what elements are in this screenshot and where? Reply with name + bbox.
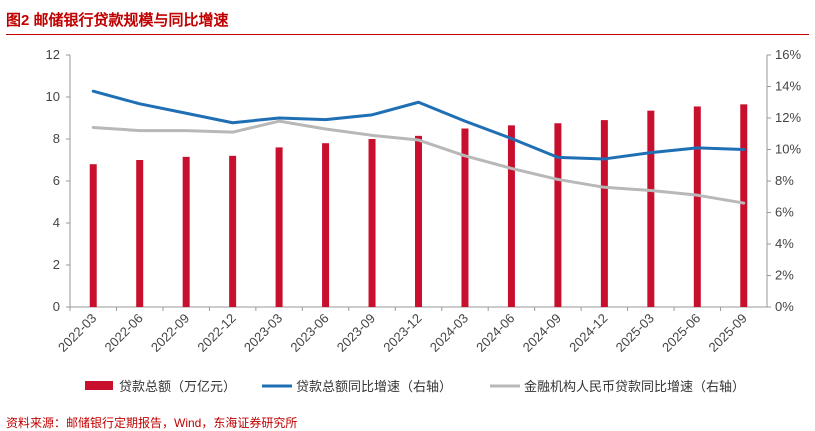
source-note: 资料来源：邮储银行定期报告，Wind，东海证券研究所 (6, 416, 298, 430)
legend-label: 贷款总额同比增速（右轴） (296, 379, 452, 394)
loan-total-bar (136, 160, 144, 307)
loan-total-bar (415, 135, 422, 307)
x-tick-label: 2024-06 (473, 311, 517, 355)
chart-legend: 贷款总额（万亿元） 贷款总额同比增速（右轴） 金融机构人民币贷款同比增速（右轴） (85, 379, 745, 394)
x-tick-label: 2024-12 (566, 311, 610, 355)
left-tick-label: 10 (46, 89, 60, 104)
figure-title: 图2 邮储银行贷款规模与同比增速 (6, 12, 229, 29)
right-tick-label: 12% (775, 110, 801, 125)
loan-total-bar (229, 155, 237, 307)
legend-label: 贷款总额（万亿元） (119, 379, 236, 394)
loan-total-bar (740, 104, 748, 307)
loan-total-bar (647, 110, 655, 308)
legend-swatch-bar (85, 381, 113, 390)
left-tick-label: 8 (53, 131, 60, 146)
x-tick-label: 2025-06 (659, 311, 703, 355)
right-tick-label: 8% (775, 173, 794, 188)
x-tick-label: 2024-09 (520, 311, 564, 355)
x-tick-label: 2022-03 (55, 311, 99, 355)
loan-total-bar (554, 123, 562, 307)
left-tick-label: 12 (46, 47, 60, 62)
bank-loan-growth-line (91, 89, 746, 161)
title-rule (6, 34, 809, 35)
legend-label: 金融机构人民币贷款同比增速（右轴） (524, 379, 745, 394)
loan-total-bar (275, 147, 283, 307)
right-tick-label: 6% (775, 205, 794, 220)
x-tick-label: 2022-09 (148, 311, 192, 355)
loan-total-bar (507, 125, 515, 307)
x-tick-label: 2023-12 (380, 311, 424, 355)
x-tick-label: 2025-09 (706, 311, 750, 355)
right-tick-label: 16% (775, 47, 801, 62)
loan-total-bar (322, 143, 330, 307)
loan-total-bar (368, 139, 376, 307)
left-tick-label: 0 (53, 299, 60, 314)
loan-total-bar (182, 156, 190, 307)
x-tick-label: 2024-03 (427, 311, 471, 355)
right-tick-label: 4% (775, 236, 794, 251)
right-tick-label: 10% (775, 142, 801, 157)
loan-total-bar (600, 120, 608, 307)
loan-total-bar (693, 106, 701, 307)
bar-series (89, 104, 748, 308)
x-tick-label: 2025-03 (613, 311, 657, 355)
x-tick-label: 2023-03 (241, 311, 285, 355)
x-tick-label: 2022-12 (194, 311, 238, 355)
loan-total-bar (89, 164, 97, 307)
right-tick-label: 0% (775, 299, 794, 314)
left-tick-label: 6 (53, 173, 60, 188)
industry-loan-growth-line (91, 119, 746, 205)
line-series (91, 89, 746, 205)
x-tick-label: 2023-09 (334, 311, 378, 355)
left-tick-label: 4 (53, 215, 60, 230)
left-tick-label: 2 (53, 257, 60, 272)
loan-total-bar (461, 128, 469, 307)
x-tick-label: 2023-06 (287, 311, 331, 355)
right-tick-label: 14% (775, 79, 801, 94)
x-tick-label: 2022-06 (101, 311, 145, 355)
right-tick-label: 2% (775, 268, 794, 283)
